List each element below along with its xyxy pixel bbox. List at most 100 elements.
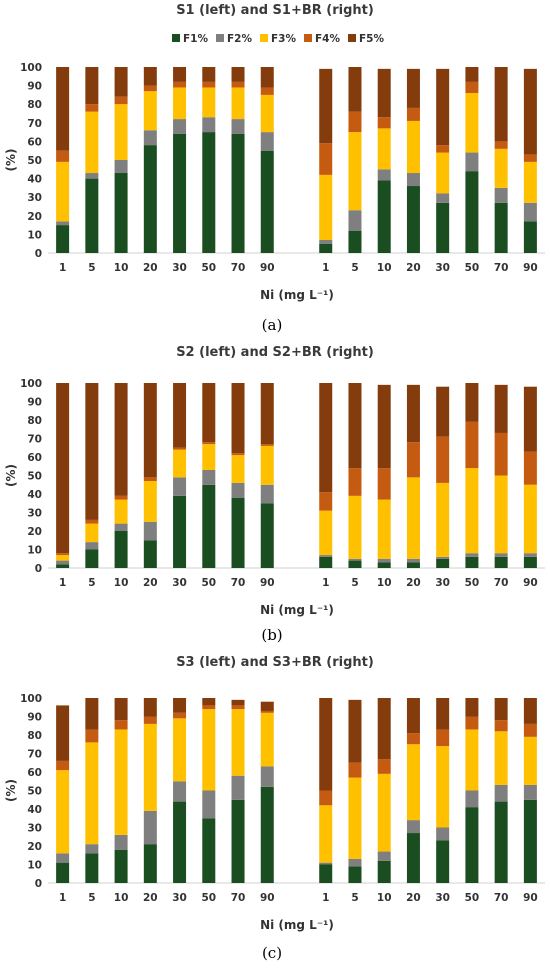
- bar-g2-c8-f4: [523, 723, 537, 737]
- x-tick-label-g2-1: 1: [322, 262, 329, 274]
- bar-g1-c3-f2: [114, 834, 128, 850]
- x-tick-label-g1-1: 1: [59, 262, 66, 274]
- bar-g1-c3-f3: [114, 729, 128, 835]
- bar-g1-c6-f5: [202, 698, 216, 706]
- bar-g2-c6-f2: [465, 790, 479, 808]
- legend-entry-1: F1%: [183, 33, 208, 45]
- x-tick-label-g1-2: 5: [88, 892, 95, 904]
- bar-g2-c2-f1: [348, 230, 362, 253]
- x-tick-label-g1-4: 20: [143, 262, 158, 274]
- x-tick-label-g1-8: 90: [260, 262, 275, 274]
- bar-g1-c7-f1: [231, 133, 245, 253]
- bar-g1-c6-f2: [202, 117, 216, 133]
- bar-g1-c3-f1: [114, 531, 128, 568]
- legend-entry-4: F4%: [315, 33, 340, 45]
- bar-g2-c8-f5: [523, 386, 537, 452]
- bar-g1-c6-f4: [202, 442, 216, 445]
- bar-g1-c4-f1: [143, 145, 157, 253]
- x-tick-label-g2-4: 20: [406, 577, 421, 589]
- x-tick-label-g1-3: 10: [114, 262, 129, 274]
- x-tick-label-g1-6: 50: [201, 262, 216, 274]
- x-tick-label-g2-6: 50: [465, 577, 480, 589]
- bar-g1-c1-f3: [56, 161, 70, 222]
- bar-g2-c5-f3: [436, 482, 450, 557]
- bar-g2-c7-f4: [494, 720, 508, 732]
- bar-g2-c4-f4: [406, 733, 420, 745]
- y-tick-label-6: 50: [27, 155, 42, 167]
- bar-g1-c7-f3: [231, 87, 245, 120]
- bar-g2-c5-f4: [436, 145, 450, 153]
- bar-g1-c5-f3: [173, 87, 187, 120]
- legend-swatch-1: [172, 34, 180, 42]
- bar-g1-c1-f4: [56, 150, 70, 162]
- bar-g2-c5-f4: [436, 729, 450, 747]
- bar-g2-c7-f1: [494, 801, 508, 883]
- chart-title: S1 (left) and S1+BR (right): [176, 3, 374, 18]
- legend-entry-2: F2%: [227, 33, 252, 45]
- y-axis-label: (%): [4, 464, 18, 487]
- bar-g2-c7-f4: [494, 141, 508, 149]
- bar-g2-c7-f5: [494, 384, 508, 433]
- bar-g1-c7-f3: [231, 709, 245, 776]
- bar-g2-c2-f5: [348, 699, 362, 763]
- bar-g1-c1-f2: [56, 221, 70, 226]
- bar-g2-c2-f3: [348, 495, 362, 559]
- bar-g1-c7-f2: [231, 482, 245, 498]
- bar-g2-c4-f1: [406, 562, 420, 568]
- bar-g1-c1-f5: [56, 383, 70, 554]
- bar-g1-c2-f3: [85, 742, 99, 845]
- bar-g2-c1-f3: [319, 510, 333, 556]
- bar-g1-c4-f5: [143, 698, 157, 717]
- bar-g1-c8-f1: [260, 786, 274, 883]
- y-tick-label-9: 80: [27, 99, 42, 111]
- x-tick-label-g1-1: 1: [59, 577, 66, 589]
- bar-g1-c2-f2: [85, 173, 99, 179]
- bar-g2-c2-f5: [348, 383, 362, 469]
- bar-g1-c5-f2: [173, 477, 187, 496]
- bar-g1-c6-f3: [202, 444, 216, 470]
- bar-g2-c6-f3: [465, 93, 479, 153]
- bar-g1-c3-f5: [114, 383, 128, 496]
- legend-swatch-5: [348, 34, 356, 42]
- bar-g1-c6-f3: [202, 709, 216, 791]
- x-tick-label-g1-8: 90: [260, 892, 275, 904]
- bar-g2-c2-f4: [348, 762, 362, 778]
- bar-g2-c3-f5: [377, 698, 391, 760]
- bar-g1-c2-f1: [85, 853, 99, 883]
- y-tick-label-8: 70: [27, 118, 42, 130]
- bar-g1-c4-f5: [143, 67, 157, 86]
- bar-g1-c3-f3: [114, 104, 128, 160]
- x-tick-label-g1-6: 50: [201, 892, 216, 904]
- bar-g2-c7-f2: [494, 784, 508, 802]
- bar-g1-c3-f5: [114, 698, 128, 721]
- bar-g1-c5-f1: [173, 495, 187, 568]
- bar-g2-c6-f4: [465, 716, 479, 730]
- y-tick-label-11: 100: [20, 378, 42, 390]
- bar-g2-c4-f2: [406, 558, 420, 563]
- bar-g1-c4-f3: [143, 91, 157, 131]
- y-axis-label: (%): [4, 149, 18, 172]
- legend-swatch-2: [216, 34, 224, 42]
- bar-g2-c8-f2: [523, 784, 537, 800]
- bar-g1-c6-f4: [202, 81, 216, 88]
- x-tick-label-g1-7: 70: [231, 892, 246, 904]
- bar-g2-c5-f3: [436, 152, 450, 194]
- chart-title: S2 (left) and S2+BR (right): [176, 345, 374, 360]
- bar-g2-c3-f3: [377, 773, 391, 852]
- chart-panel-3: S3 (left) and S3+BR (right) 0 10 20 30 40 50 60…: [4, 655, 545, 962]
- bar-g1-c3-f2: [114, 160, 128, 174]
- bar-g2-c6-f3: [465, 729, 479, 791]
- bar-g1-c7-f2: [231, 119, 245, 134]
- bar-g2-c8-f4: [523, 154, 537, 162]
- bar-g1-c3-f4: [114, 720, 128, 730]
- bar-g1-c7-f5: [231, 383, 245, 454]
- bar-g1-c2-f2: [85, 542, 99, 550]
- y-tick-label-5: 40: [27, 489, 42, 501]
- x-tick-label-g2-1: 1: [322, 892, 329, 904]
- x-tick-label-g2-4: 20: [406, 262, 421, 274]
- bar-g1-c2-f4: [85, 519, 99, 524]
- bar-g2-c8-f3: [523, 161, 537, 203]
- x-tick-label-g1-1: 1: [59, 892, 66, 904]
- bar-g1-c2-f4: [85, 104, 99, 112]
